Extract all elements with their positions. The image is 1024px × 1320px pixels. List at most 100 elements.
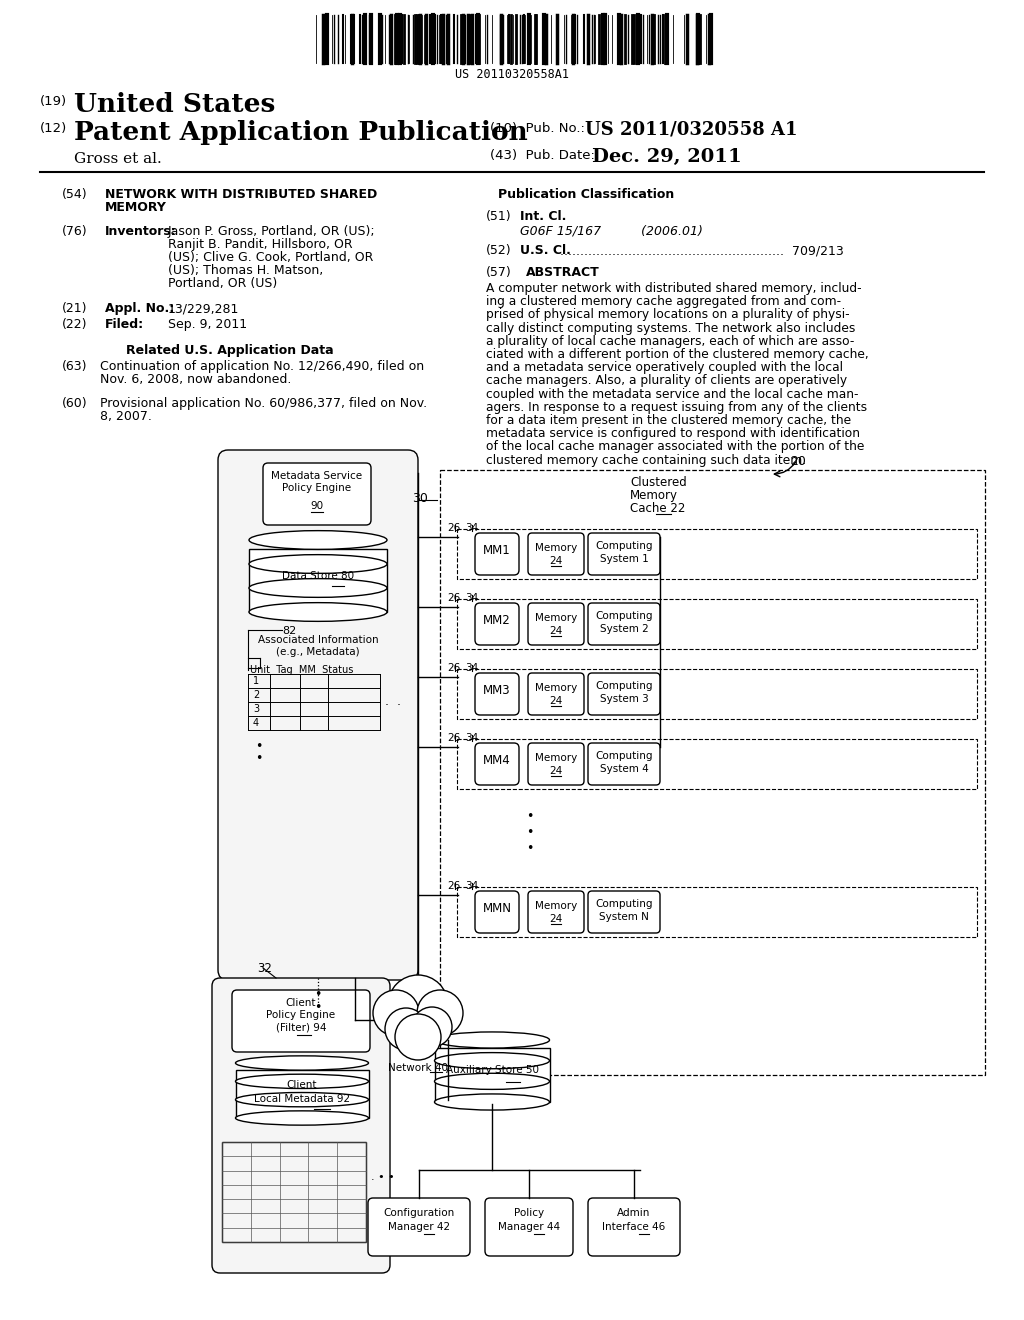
Text: Client: Client: [286, 998, 316, 1008]
Text: and a metadata service operatively coupled with the local: and a metadata service operatively coupl…: [486, 362, 843, 374]
Text: 24: 24: [549, 913, 562, 924]
Ellipse shape: [236, 1074, 369, 1089]
Text: Jason P. Gross, Portland, OR (US);: Jason P. Gross, Portland, OR (US);: [168, 224, 376, 238]
Bar: [457, 529, 977, 579]
Ellipse shape: [434, 1094, 550, 1110]
Text: Inventors:: Inventors:: [105, 224, 177, 238]
Text: 20: 20: [790, 455, 806, 469]
Text: (Filter) 94: (Filter) 94: [275, 1023, 327, 1034]
Text: 24: 24: [549, 626, 562, 636]
FancyBboxPatch shape: [475, 891, 519, 933]
FancyBboxPatch shape: [528, 603, 584, 645]
Ellipse shape: [249, 554, 387, 573]
FancyBboxPatch shape: [485, 1199, 573, 1257]
FancyBboxPatch shape: [475, 673, 519, 715]
Text: 26: 26: [447, 593, 460, 603]
Text: Manager 44: Manager 44: [498, 1222, 560, 1232]
Ellipse shape: [249, 531, 387, 549]
Text: (51): (51): [486, 210, 512, 223]
Text: System 4: System 4: [600, 764, 648, 774]
Text: a plurality of local cache managers, each of which are asso-: a plurality of local cache managers, eac…: [486, 335, 854, 347]
Text: MM3: MM3: [483, 685, 511, 697]
Text: Memory: Memory: [535, 682, 578, 693]
Ellipse shape: [236, 1056, 369, 1071]
Text: •: •: [526, 810, 534, 822]
Text: 1: 1: [253, 676, 259, 686]
Text: NETWORK WITH DISTRIBUTED SHARED: NETWORK WITH DISTRIBUTED SHARED: [105, 187, 377, 201]
Text: Network 40: Network 40: [388, 1063, 449, 1073]
Text: •: •: [314, 1001, 322, 1014]
Text: Nov. 6, 2008, now abandoned.: Nov. 6, 2008, now abandoned.: [100, 374, 292, 385]
Text: ing a clustered memory cache aggregated from and com-: ing a clustered memory cache aggregated …: [486, 296, 841, 308]
FancyBboxPatch shape: [218, 450, 418, 979]
Text: Memory: Memory: [630, 488, 678, 502]
Text: System 2: System 2: [600, 624, 648, 634]
FancyBboxPatch shape: [475, 603, 519, 645]
Bar: [457, 739, 977, 789]
Text: ........................................................  709/213: ........................................…: [560, 244, 844, 257]
Text: 26: 26: [447, 733, 460, 743]
Text: 34: 34: [465, 663, 478, 673]
Text: System 1: System 1: [600, 554, 648, 564]
Text: Provisional application No. 60/986,377, filed on Nov.: Provisional application No. 60/986,377, …: [100, 397, 427, 411]
Text: •: •: [314, 987, 322, 1001]
Text: Filed:: Filed:: [105, 318, 144, 331]
Text: (US); Clive G. Cook, Portland, OR: (US); Clive G. Cook, Portland, OR: [168, 251, 374, 264]
Ellipse shape: [434, 1032, 550, 1048]
Text: Computing: Computing: [595, 899, 652, 909]
Text: Clustered: Clustered: [630, 477, 687, 488]
Text: (52): (52): [486, 244, 512, 257]
Ellipse shape: [434, 1073, 550, 1089]
Text: Publication Classification: Publication Classification: [498, 187, 674, 201]
Text: ciated with a different portion of the clustered memory cache,: ciated with a different portion of the c…: [486, 348, 868, 360]
FancyBboxPatch shape: [232, 990, 370, 1052]
Text: 24: 24: [549, 556, 562, 566]
Circle shape: [412, 1007, 452, 1047]
FancyBboxPatch shape: [588, 891, 660, 933]
Text: Portland, OR (US): Portland, OR (US): [168, 277, 278, 290]
Text: 34: 34: [465, 733, 478, 743]
Text: United States: United States: [74, 92, 275, 117]
Text: Policy Engine: Policy Engine: [283, 483, 351, 492]
Ellipse shape: [236, 1111, 369, 1125]
Text: G06F 15/167          (2006.01): G06F 15/167 (2006.01): [520, 224, 702, 238]
FancyBboxPatch shape: [212, 978, 390, 1272]
Text: prised of physical memory locations on a plurality of physi-: prised of physical memory locations on a…: [486, 309, 850, 321]
Text: (76): (76): [62, 224, 88, 238]
Text: MM2: MM2: [483, 615, 511, 627]
Text: Memory: Memory: [535, 612, 578, 623]
Ellipse shape: [249, 578, 387, 598]
Text: (54): (54): [62, 187, 88, 201]
FancyBboxPatch shape: [528, 673, 584, 715]
Bar: [457, 599, 977, 649]
Text: Data Store 80: Data Store 80: [282, 572, 354, 581]
Bar: [236, 1071, 369, 1118]
Text: 82: 82: [282, 626, 296, 636]
Text: coupled with the metadata service and the local cache man-: coupled with the metadata service and th…: [486, 388, 858, 400]
Text: (19): (19): [40, 95, 68, 108]
FancyBboxPatch shape: [528, 533, 584, 576]
Bar: [249, 549, 387, 612]
Text: Configuration: Configuration: [383, 1208, 455, 1218]
FancyBboxPatch shape: [528, 891, 584, 933]
Text: 30: 30: [412, 492, 428, 506]
Text: Computing: Computing: [595, 751, 652, 762]
Text: MEMORY: MEMORY: [105, 201, 167, 214]
Text: (12): (12): [40, 121, 68, 135]
Bar: [457, 669, 977, 719]
Text: 26: 26: [447, 880, 460, 891]
Text: MM1: MM1: [483, 544, 511, 557]
Text: Policy Engine: Policy Engine: [266, 1010, 336, 1020]
Text: System N: System N: [599, 912, 649, 921]
Text: Patent Application Publication: Patent Application Publication: [74, 120, 527, 145]
Ellipse shape: [236, 1093, 369, 1106]
Text: Policy: Policy: [514, 1208, 544, 1218]
Text: Memory: Memory: [535, 752, 578, 763]
Text: . • •: . • •: [371, 1172, 394, 1181]
Text: Unit  Tag  MM  Status: Unit Tag MM Status: [250, 665, 353, 675]
Text: (60): (60): [62, 397, 88, 411]
Text: MM4: MM4: [483, 755, 511, 767]
Circle shape: [388, 975, 449, 1035]
Text: US 20110320558A1: US 20110320558A1: [455, 69, 569, 81]
Text: cally distinct computing systems. The network also includes: cally distinct computing systems. The ne…: [486, 322, 855, 334]
